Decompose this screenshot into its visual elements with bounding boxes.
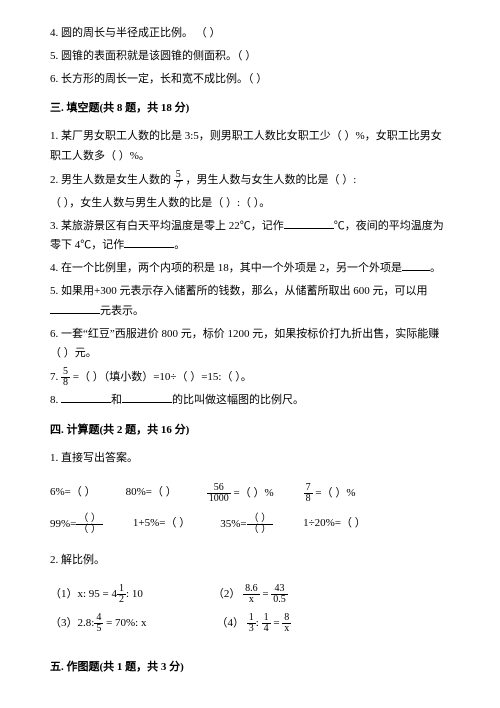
s3-q7: 7. 58 =（ ）（填小数）=10÷（ ）=15:（ ）。 <box>50 367 450 388</box>
fraction-8-x: 8x <box>282 613 291 634</box>
s3-q3-c: 。 <box>174 239 185 251</box>
fraction-7-8: 78 <box>304 483 313 504</box>
p2: （2） 8.6x = 430.5 <box>213 584 288 605</box>
fraction-86-x: 8.6x <box>243 584 260 605</box>
blank <box>284 217 334 229</box>
eq-1: 6%=（ ） <box>50 483 96 504</box>
eq-3-text: =（ ）% <box>234 487 274 499</box>
s3-q4-a: 4. 在一个比例里，两个内项的积是 18，其中一个外项是 2，另一个外项是 <box>50 262 402 274</box>
p3-a: （3）2.8: <box>50 617 94 629</box>
s3-q5: 5. 如果用+300 元表示存入储蓄所的钱数，那么，从储蓄所取出 600 元，可… <box>50 282 450 322</box>
p4: （4） 13: 14 = 8x <box>217 613 292 634</box>
s3-q3-a: 3. 某旅游景区有白天平均温度是零上 22℃，记作 <box>50 220 284 232</box>
fraction-paren-2: （ ）（ ） <box>247 514 274 535</box>
s3-q2-b: ，男生人数与女生人数的比是（ ）: <box>186 174 357 186</box>
s3-q6: 6. 一套“红豆”西服进价 800 元，标价 1200 元，如果按标价打九折出售… <box>50 325 450 365</box>
question-4: 4. 圆的周长与半径成正比例。 （ ） <box>50 24 450 44</box>
proportion-row-2: （3）2.8:45 = 70%: x （4） 13: 14 = 8x <box>50 613 450 634</box>
fraction-5-8: 58 <box>61 367 70 388</box>
s3-q7-a: 7. <box>50 371 61 383</box>
p4-a: （4） <box>217 617 245 629</box>
p3: （3）2.8:45 = 70%: x <box>50 613 147 634</box>
eq-7: 35%=（ ）（ ） <box>220 514 273 535</box>
s3-q4: 4. 在一个比例里，两个内项的积是 18，其中一个外项是 2，另一个外项是 。 <box>50 259 450 279</box>
section-3-title: 三. 填空题(共 8 题，共 18 分) <box>50 99 450 119</box>
eq-5: 99%=（ ）（ ） <box>50 514 103 535</box>
question-6: 6. 长方形的周长一定，长和宽不成比例。（ ） <box>50 70 450 90</box>
s3-q7-b: =（ ）（填小数）=10÷（ ）=15:（ ）。 <box>73 371 252 383</box>
s4-q1: 1. 直接写出答案。 <box>50 449 450 469</box>
fraction-43-05: 430.5 <box>271 584 288 605</box>
equation-row-2: 99%=（ ）（ ） 1+5%=（ ） 35%=（ ）（ ） 1÷20%=（ ） <box>50 514 450 535</box>
s3-q2-c: （ ），女生人数与男生人数的比是（ ）:（ ）。 <box>50 194 450 214</box>
s3-q8-b: 和 <box>111 394 122 406</box>
p1: （1）x: 95 = 412: 10 <box>50 584 143 605</box>
fraction-1-2: 12 <box>117 584 126 605</box>
s3-q5-a: 5. 如果用+300 元表示存入储蓄所的钱数，那么，从储蓄所取出 600 元，可… <box>50 285 427 297</box>
s3-q8: 8. 和 的比叫做这幅图的比例尺。 <box>50 391 450 411</box>
proportion-row-1: （1）x: 95 = 412: 10 （2） 8.6x = 430.5 <box>50 584 450 605</box>
fraction-5-7: 57 <box>174 170 183 191</box>
s3-q4-b: 。 <box>430 262 441 274</box>
p1-b: : 10 <box>126 588 143 600</box>
fraction-4-5: 45 <box>94 613 103 634</box>
fraction-paren: （ ）（ ） <box>76 514 103 535</box>
section-4-title: 四. 计算题(共 2 题，共 16 分) <box>50 421 450 441</box>
s4-q2: 2. 解比例。 <box>50 551 450 571</box>
eq-4-text: =（ ）% <box>315 487 355 499</box>
s3-q1: 1. 某厂男女职工人数的比是 3:5，则男职工人数比女职工少（ ）%，女职工比男… <box>50 127 450 167</box>
blank <box>124 236 174 248</box>
section-5-title: 五. 作图题(共 1 题，共 3 分) <box>50 658 450 678</box>
s3-q8-c: 的比叫做这幅图的比例尺。 <box>172 394 304 406</box>
s3-q3: 3. 某旅游景区有白天平均温度是零上 22℃，记作℃，夜间的平均温度为零下 4℃… <box>50 217 450 257</box>
blank <box>122 391 172 403</box>
eq-2: 80%=（ ） <box>126 483 177 504</box>
fraction-1-3: 13 <box>247 613 256 634</box>
eq-8: 1÷20%=（ ） <box>303 514 366 535</box>
eq-5-text: 99%= <box>50 518 76 530</box>
question-5: 5. 圆锥的表面积就是该圆锥的侧面积。（ ） <box>50 47 450 67</box>
eq-4: 78 =（ ）% <box>304 483 356 504</box>
p1-a: （1）x: 95 = 4 <box>50 588 117 600</box>
eq-3: 561000 =（ ）% <box>207 483 274 504</box>
p3-b: = 70%: x <box>103 617 146 629</box>
s3-q8-a: 8. <box>50 394 61 406</box>
equation-row-1: 6%=（ ） 80%=（ ） 561000 =（ ）% 78 =（ ）% <box>50 483 450 504</box>
blank <box>402 259 430 271</box>
s3-q2-a: 2. 男生人数是女生人数的 <box>50 174 174 186</box>
fraction-56-1000: 561000 <box>207 483 231 504</box>
blank <box>50 302 100 314</box>
eq-6: 1+5%=（ ） <box>133 514 190 535</box>
s3-q2: 2. 男生人数是女生人数的 57 ，男生人数与女生人数的比是（ ）: <box>50 170 450 191</box>
p2-a: （2） <box>213 588 241 600</box>
eq-7-text: 35%= <box>220 518 246 530</box>
fraction-1-4: 14 <box>262 613 271 634</box>
blank <box>61 391 111 403</box>
s3-q5-b: 元表示。 <box>100 305 144 317</box>
